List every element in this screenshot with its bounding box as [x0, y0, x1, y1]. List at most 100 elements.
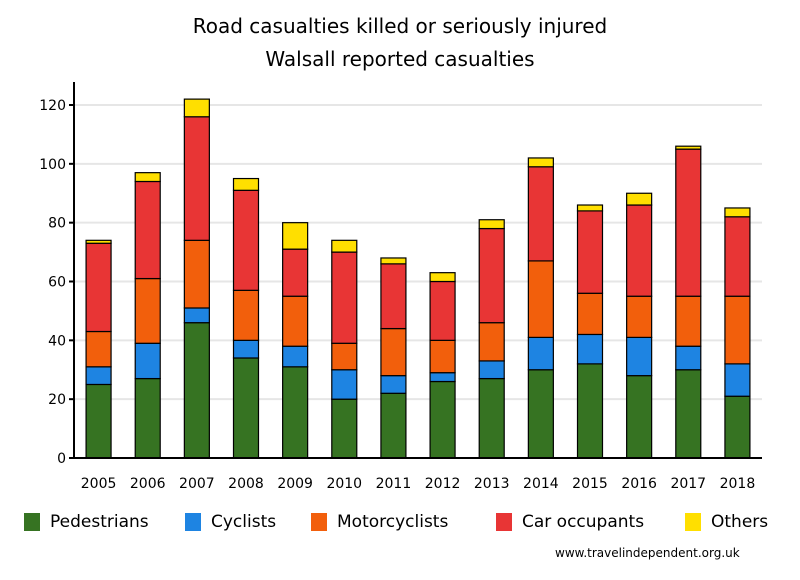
bar-segment-pedestrians-2016 — [626, 375, 653, 459]
bar-segment-car-occupants-2017 — [675, 148, 702, 297]
bar-segment-others-2009 — [282, 222, 309, 250]
bar-segment-others-2007 — [183, 98, 210, 118]
bar-segment-others-2012 — [429, 272, 456, 283]
y-tick-label: 0 — [57, 451, 66, 467]
x-tick-label: 2017 — [670, 476, 706, 492]
x-tick-label: 2006 — [130, 476, 166, 492]
bar-segment-cyclists-2016 — [626, 336, 653, 377]
axes — [73, 82, 762, 459]
y-tick-label: 60 — [48, 275, 66, 291]
bars — [85, 98, 751, 459]
legend: Pedestrians Cyclists Motorcyclists Car o… — [0, 512, 800, 538]
bar-segment-car-occupants-2015 — [576, 210, 604, 294]
bar-segment-cyclists-2012 — [429, 372, 456, 383]
bar-segment-car-occupants-2011 — [380, 263, 407, 330]
bar-segment-cyclists-2005 — [85, 366, 112, 386]
bar-segment-pedestrians-2005 — [85, 383, 112, 459]
bar-segment-car-occupants-2007 — [183, 116, 210, 241]
bar-segment-pedestrians-2012 — [429, 380, 456, 459]
bar-segment-motorcyclists-2005 — [85, 330, 112, 368]
chart-title: Road casualties killed or seriously inju… — [192, 14, 608, 38]
gridlines — [74, 104, 762, 401]
bar-segment-pedestrians-2010 — [331, 398, 358, 459]
source-credit: www.travelindependent.org.uk — [555, 546, 740, 560]
bar-segment-others-2015 — [576, 204, 604, 212]
bar-segment-car-occupants-2006 — [134, 180, 161, 280]
bar-segment-car-occupants-2005 — [85, 242, 112, 333]
legend-item-cyclists: Cyclists — [185, 512, 276, 532]
legend-label-others: Others — [711, 512, 769, 532]
y-tick-label: 40 — [48, 333, 66, 349]
y-axis-ticks: 0 20 40 60 80 100 120 — [39, 98, 74, 467]
bar-segment-cyclists-2014 — [527, 336, 554, 371]
x-tick-label: 2009 — [277, 476, 313, 492]
bar-segment-others-2016 — [626, 192, 653, 206]
bar-segment-pedestrians-2009 — [282, 366, 309, 459]
bar-segment-pedestrians-2015 — [576, 363, 604, 459]
bar-segment-cyclists-2018 — [724, 363, 751, 397]
bar-segment-pedestrians-2008 — [232, 357, 260, 459]
bar-segment-car-occupants-2008 — [232, 189, 260, 291]
x-tick-label: 2011 — [376, 476, 412, 492]
bar-segment-others-2008 — [232, 177, 260, 191]
legend-item-car-occupants: Car occupants — [496, 512, 644, 532]
bar-segment-car-occupants-2009 — [282, 248, 309, 297]
legend-swatch-pedestrians — [24, 513, 40, 531]
bar-segment-cyclists-2009 — [282, 345, 309, 368]
bar-segment-pedestrians-2007 — [183, 322, 210, 459]
legend-label-pedestrians: Pedestrians — [50, 512, 149, 532]
x-tick-label: 2008 — [228, 476, 264, 492]
bar-segment-cyclists-2008 — [232, 339, 260, 359]
bar-segment-motorcyclists-2015 — [576, 292, 604, 336]
x-tick-label: 2010 — [326, 476, 362, 492]
x-tick-label: 2014 — [523, 476, 559, 492]
bar-segment-others-2018 — [724, 207, 751, 218]
bar-segment-others-2010 — [331, 239, 358, 253]
bar-segment-pedestrians-2013 — [478, 377, 505, 459]
bar-segment-motorcyclists-2014 — [527, 260, 554, 338]
bar-segment-pedestrians-2017 — [675, 369, 702, 459]
legend-swatch-motorcyclists — [311, 513, 327, 531]
bar-segment-car-occupants-2018 — [724, 216, 751, 297]
bar-segment-others-2014 — [527, 157, 554, 168]
bar-segment-motorcyclists-2018 — [724, 295, 751, 365]
x-tick-label: 2013 — [474, 476, 510, 492]
legend-swatch-cyclists — [185, 513, 201, 531]
bar-segment-motorcyclists-2011 — [380, 327, 407, 377]
y-tick-label: 80 — [48, 216, 66, 232]
bar-segment-cyclists-2017 — [675, 345, 702, 371]
bar-segment-motorcyclists-2017 — [675, 295, 702, 347]
bar-segment-others-2011 — [380, 257, 407, 265]
bar-chart: 0 20 40 60 80 100 120 2005 2006 2007 2008 2009 2010… — [39, 82, 762, 492]
legend-item-motorcyclists: Motorcyclists — [311, 512, 448, 532]
legend-item-others: Others — [685, 512, 768, 532]
bar-segment-others-2013 — [478, 219, 505, 230]
chart-subtitle: Walsall reported casualties — [265, 47, 535, 71]
bar-segment-pedestrians-2011 — [380, 392, 407, 459]
y-tick-label: 120 — [39, 98, 66, 114]
legend-swatch-others — [685, 513, 701, 531]
y-tick-label: 20 — [48, 392, 66, 408]
bar-segment-cyclists-2011 — [380, 375, 407, 394]
bar-segment-motorcyclists-2010 — [331, 342, 358, 371]
x-tick-label: 2015 — [572, 476, 608, 492]
x-tick-label: 2005 — [81, 476, 117, 492]
x-tick-label: 2016 — [621, 476, 657, 492]
bar-segment-pedestrians-2014 — [527, 369, 554, 459]
bar-segment-cyclists-2010 — [331, 369, 358, 400]
legend-label-motorcyclists: Motorcyclists — [337, 512, 449, 532]
bar-segment-motorcyclists-2012 — [429, 339, 456, 374]
bar-segment-others-2006 — [134, 172, 161, 183]
bar-segment-pedestrians-2018 — [724, 395, 751, 459]
bar-segment-others-2017 — [675, 145, 702, 150]
bar-segment-motorcyclists-2006 — [134, 277, 161, 344]
bar-segment-motorcyclists-2007 — [183, 239, 210, 309]
bar-segment-cyclists-2006 — [134, 342, 161, 380]
bar-segment-cyclists-2013 — [478, 360, 505, 380]
legend-label-car-occupants: Car occupants — [522, 512, 645, 532]
y-tick-label: 100 — [39, 157, 66, 173]
bar-segment-others-2005 — [85, 239, 112, 244]
bar-segment-car-occupants-2010 — [331, 251, 358, 344]
x-tick-label: 2007 — [179, 476, 215, 492]
bar-segment-motorcyclists-2009 — [282, 295, 309, 347]
